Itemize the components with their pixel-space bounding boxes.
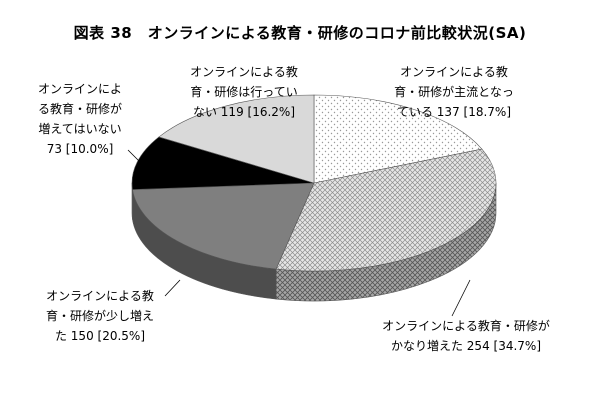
chart-title: 図表 38 オンラインによる教育・研修のコロナ前比較状況(SA) <box>73 24 527 42</box>
slice-label-1-line-0: オンラインによる教育・研修が <box>382 318 550 333</box>
slice-label-4: オンラインによる教育・研修は行っていない 119 [16.2%] <box>190 64 298 119</box>
slice-label-3: オンラインによる教育・研修が増えてはいない 73 [10.0%] <box>38 82 122 156</box>
slice-label-0-line-1: 育・研修が主流となっ <box>394 84 514 99</box>
leader-line-3 <box>127 149 151 173</box>
slice-label-2-line-0: オンラインによる教 <box>46 288 154 303</box>
slice-label-3-line-3: 73 [10.0%] <box>47 142 114 156</box>
slice-label-3-line-2: 増えてはいない <box>38 122 121 136</box>
leader-line-1 <box>451 279 471 317</box>
slice-label-4-line-2: ない 119 [16.2%] <box>193 105 295 119</box>
slice-label-4-line-0: オンラインによる教 <box>190 64 298 79</box>
leader-line-2 <box>164 279 181 297</box>
slice-label-1-line-1: かなり増えた 254 [34.7%] <box>391 339 541 353</box>
slice-label-0: オンラインによる教育・研修が主流となっている 137 [18.7%] <box>394 64 514 119</box>
pie-slice-3 <box>131 136 315 190</box>
slice-label-2-line-1: 育・研修が少し増え <box>46 308 154 323</box>
slice-label-4-line-1: 育・研修は行ってい <box>190 84 297 99</box>
slice-label-3-line-1: る教育・研修が <box>38 101 122 116</box>
slice-label-2-line-2: た 150 [20.5%] <box>55 329 145 343</box>
slice-label-3-line-0: オンラインによ <box>38 82 122 96</box>
pie-slice-1 <box>275 148 497 272</box>
slice-label-1: オンラインによる教育・研修がかなり増えた 254 [34.7%] <box>382 318 550 353</box>
slice-label-0-line-2: ている 137 [18.7%] <box>397 105 511 119</box>
slice-label-0-line-0: オンラインによる教 <box>400 64 508 79</box>
pie-slice-4 <box>158 94 315 184</box>
pie-slice-2 <box>132 182 315 270</box>
slice-label-2: オンラインによる教育・研修が少し増えた 150 [20.5%] <box>46 288 154 343</box>
pie-slice-0 <box>313 94 483 184</box>
